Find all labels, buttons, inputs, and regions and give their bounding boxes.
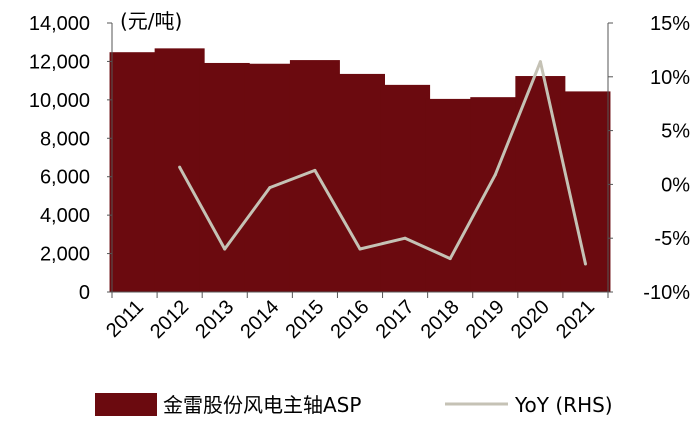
x-tick-label-2021: 2021 bbox=[552, 296, 599, 343]
legend-line-label: YoY (RHS) bbox=[514, 393, 613, 417]
yoy-line bbox=[178, 60, 587, 265]
left-tick-label: 6,000 bbox=[40, 167, 90, 189]
left-tick-label: 0 bbox=[79, 282, 90, 304]
bar-series bbox=[109, 48, 611, 293]
legend-bar-label: 金雷股份风电主轴ASP bbox=[163, 393, 361, 417]
left-tick-label: 10,000 bbox=[29, 90, 90, 112]
legend: 金雷股份风电主轴ASP YoY (RHS) bbox=[95, 393, 613, 417]
right-tick-label: 5% bbox=[661, 121, 690, 143]
left-tick-label: 14,000 bbox=[29, 13, 90, 35]
bar-2013 bbox=[199, 62, 250, 292]
bar-2011 bbox=[109, 52, 160, 292]
right-tick-label: -10% bbox=[643, 282, 690, 304]
legend-bar-swatch bbox=[95, 393, 157, 416]
x-tick-label-2012: 2012 bbox=[146, 296, 193, 343]
left-axis-ticks: 0 2,000 4,000 6,000 8,000 10,000 12,000 14,000 bbox=[29, 13, 90, 304]
x-tick-label-2016: 2016 bbox=[327, 296, 374, 343]
bar-2018 bbox=[425, 98, 476, 293]
right-axis-ticks: -10% -5% 0% 5% 10% 15% bbox=[643, 13, 690, 304]
yoy-point-2018 bbox=[448, 257, 452, 261]
left-axis-unit-label: (元/吨) bbox=[120, 9, 182, 33]
line-series bbox=[178, 60, 587, 266]
x-axis-ticks: 2011201220132014201520162017201820192020… bbox=[102, 296, 599, 343]
x-tick-label-2011: 2011 bbox=[102, 296, 148, 342]
x-tick-label-2017: 2017 bbox=[372, 296, 419, 343]
x-tick-label-2019: 2019 bbox=[462, 296, 509, 343]
right-tick-label: 0% bbox=[661, 174, 690, 196]
bar-2017 bbox=[380, 84, 431, 293]
left-tick-label: 8,000 bbox=[40, 128, 90, 150]
yoy-point-2021 bbox=[583, 262, 587, 266]
right-tick-label: 15% bbox=[650, 13, 690, 35]
bar-2014 bbox=[244, 63, 295, 293]
yoy-point-2017 bbox=[403, 236, 407, 240]
left-tick-label: 12,000 bbox=[29, 51, 90, 73]
yoy-point-2014 bbox=[268, 186, 272, 190]
bar-2020 bbox=[515, 76, 566, 292]
yoy-point-2013 bbox=[223, 247, 227, 251]
yoy-point-2019 bbox=[493, 173, 497, 177]
yoy-point-2016 bbox=[358, 247, 362, 251]
right-tick-label: -5% bbox=[654, 228, 690, 250]
left-tick-label: 2,000 bbox=[40, 244, 90, 266]
x-tick-label-2018: 2018 bbox=[417, 296, 464, 343]
axes bbox=[107, 22, 613, 298]
x-tick-label-2014: 2014 bbox=[236, 296, 283, 343]
x-tick-label-2013: 2013 bbox=[191, 296, 238, 343]
yoy-point-2015 bbox=[313, 168, 317, 172]
yoy-point-2012 bbox=[178, 165, 182, 169]
x-tick-label-2015: 2015 bbox=[281, 296, 328, 343]
yoy-point-2020 bbox=[538, 60, 542, 64]
right-tick-label: 10% bbox=[650, 67, 690, 89]
left-tick-label: 4,000 bbox=[40, 205, 90, 227]
bar-2019 bbox=[470, 97, 521, 292]
bar-2016 bbox=[335, 73, 385, 293]
x-tick-label-2020: 2020 bbox=[507, 296, 554, 343]
